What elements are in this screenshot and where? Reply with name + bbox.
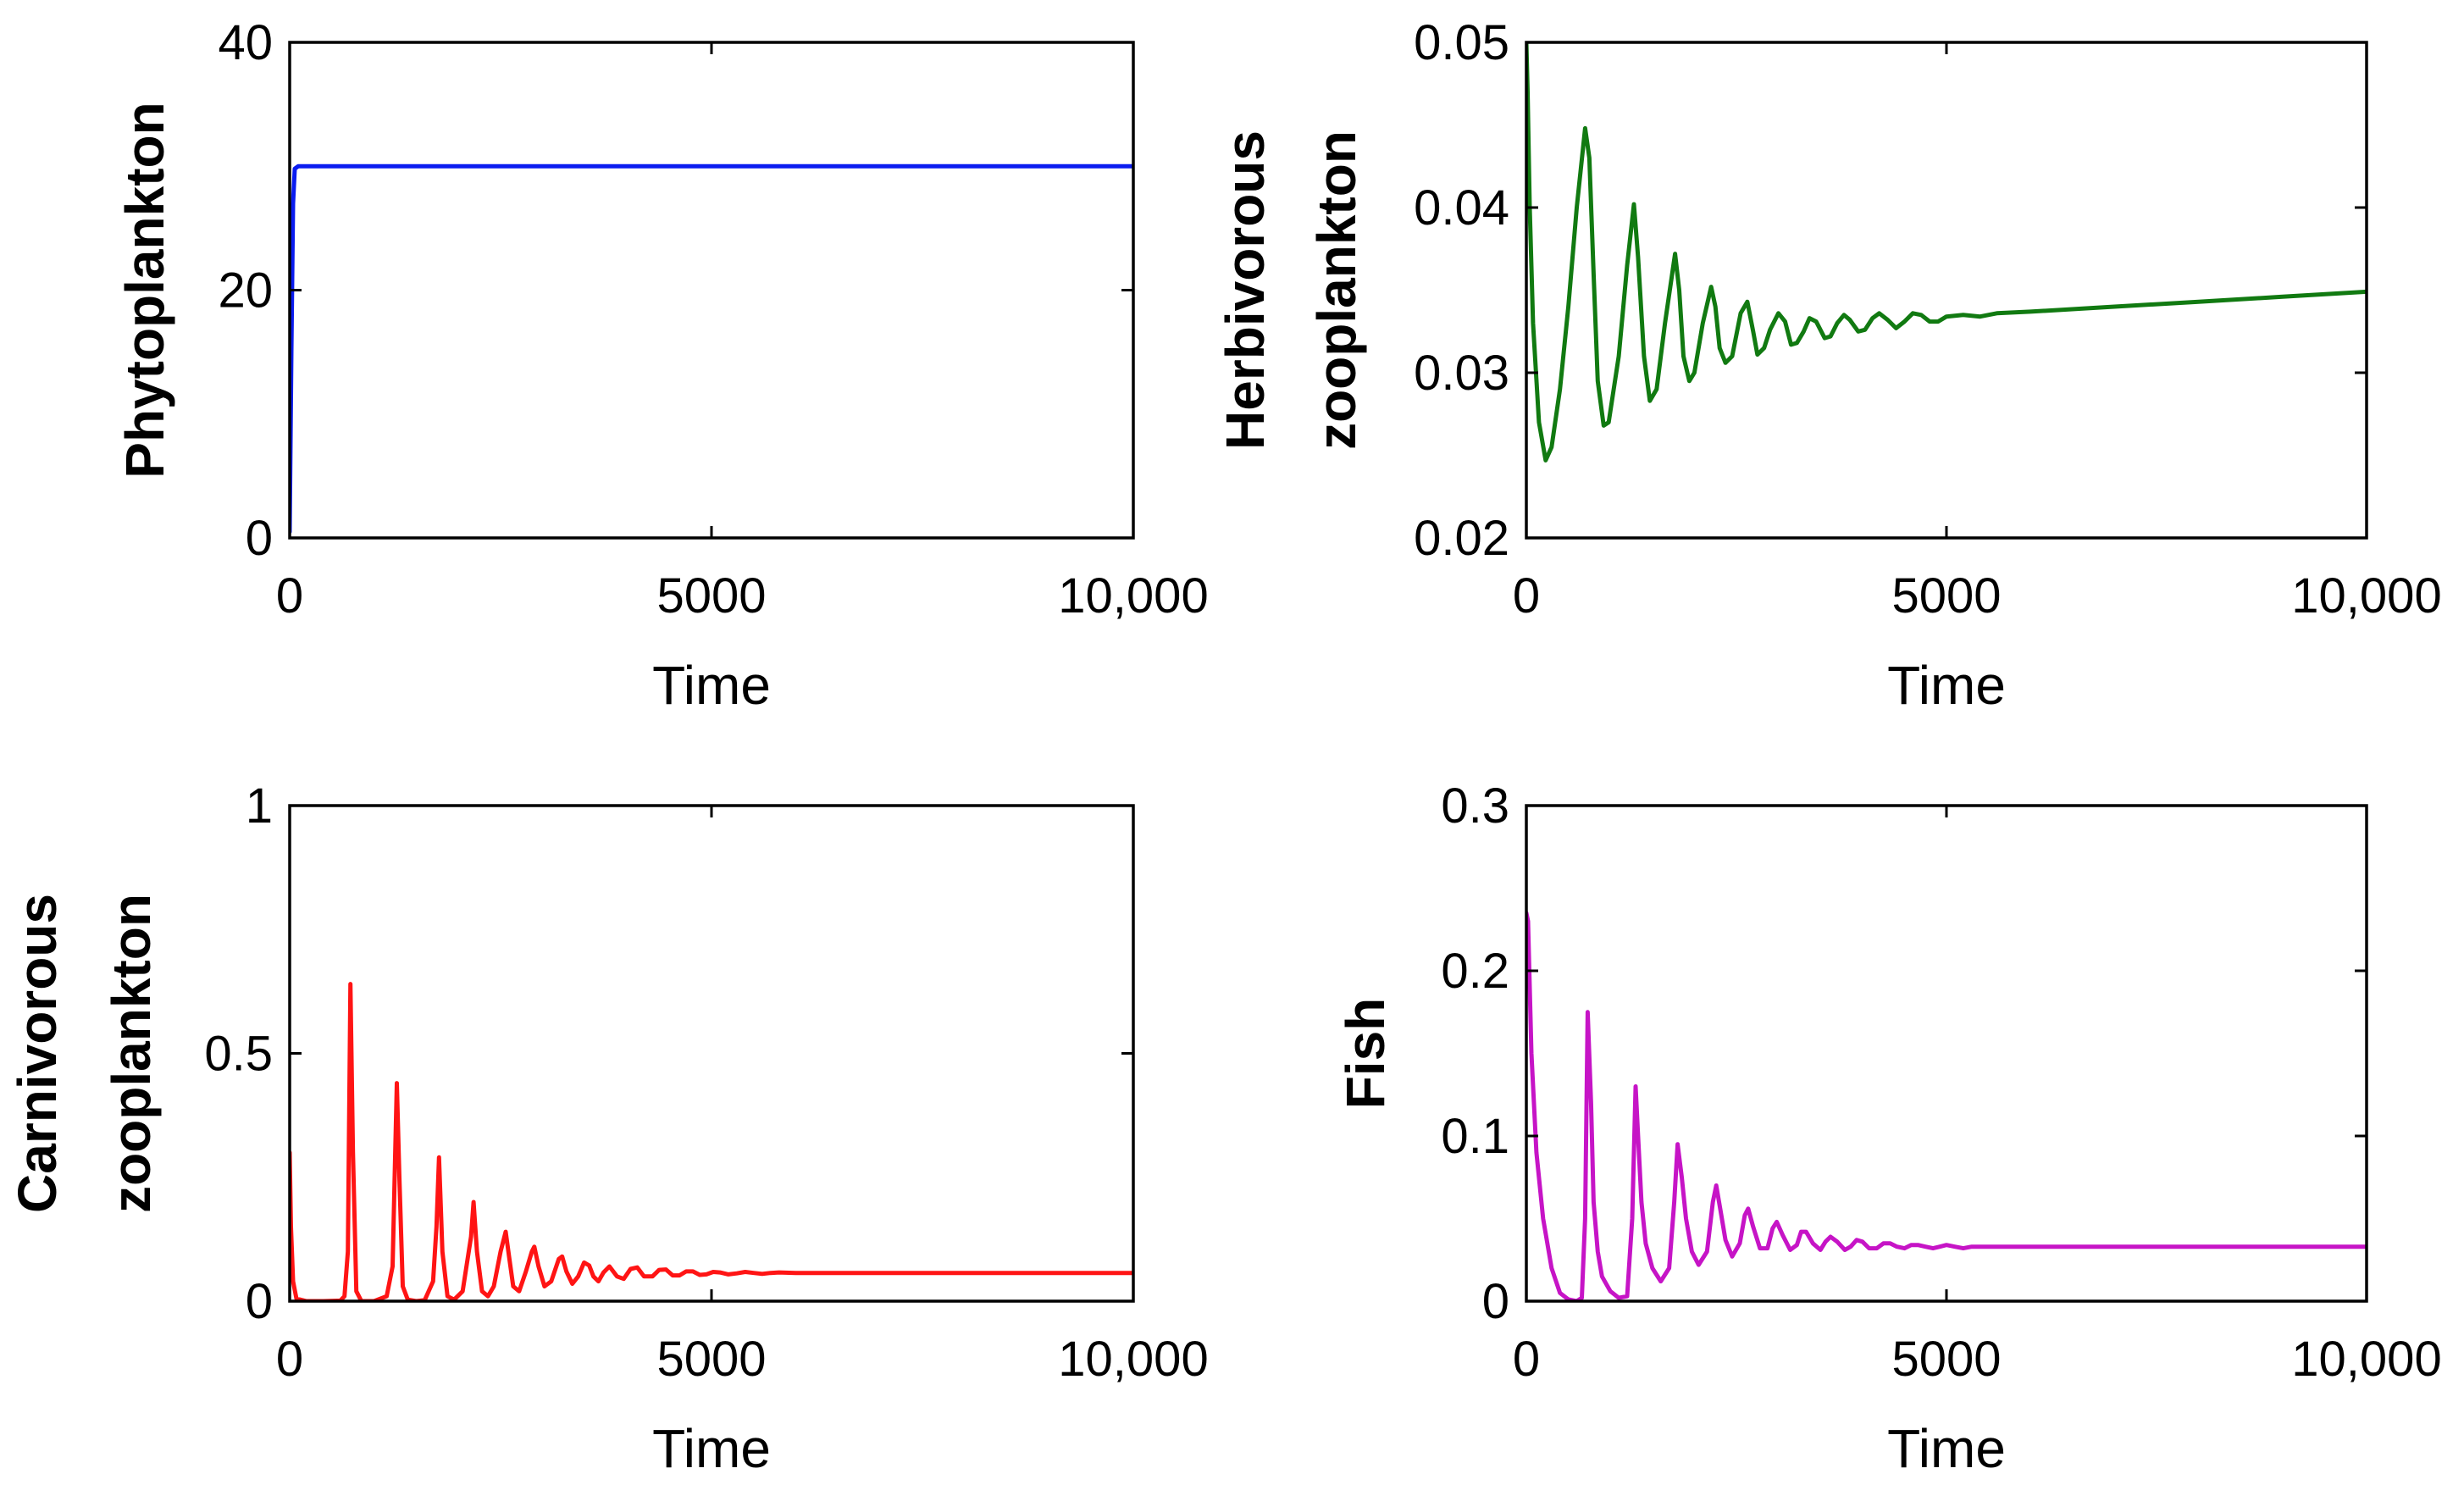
x-tick-label: 5000	[656, 1332, 766, 1387]
y-tick-label: 0.05	[1414, 15, 1509, 70]
y-tick-label: 0	[1482, 1274, 1509, 1329]
x-tick-label: 10,000	[2291, 1332, 2441, 1387]
plot-frame	[288, 41, 1135, 540]
series-line-1	[1526, 911, 2367, 1301]
y-axis-label: zooplankton	[1306, 130, 1367, 450]
x-tick-label: 5000	[1891, 568, 2001, 623]
y-axis-label: Carnivorous	[7, 894, 68, 1213]
x-tick-label: 0	[1513, 1332, 1540, 1387]
x-tick-label: 10,000	[1058, 568, 1208, 623]
y-axis-label: Herbivorous	[1215, 130, 1276, 450]
y-tick-label: 0.2	[1441, 944, 1509, 999]
y-tick-label: 0	[246, 511, 273, 566]
x-tick-label: 5000	[1891, 1332, 2001, 1387]
plot-frame	[288, 804, 1135, 1303]
y-tick-label: 40	[218, 15, 273, 70]
x-tick-label: 0	[1513, 568, 1540, 623]
x-tick-label: 10,000	[2291, 568, 2441, 623]
plot-frame	[1525, 804, 2368, 1303]
x-axis-label: Time	[1887, 655, 2006, 716]
series-line-1	[290, 982, 1133, 1301]
series-line-1	[1526, 42, 2367, 463]
x-axis-label: Time	[652, 1418, 771, 1479]
y-tick-label: 1	[246, 778, 273, 834]
y-tick-label: 0	[246, 1274, 273, 1329]
x-tick-label: 0	[276, 568, 303, 623]
chart-panel-2: 0 5000 10,000 0.02 0.03 0.04 0.05 Time Herbivoro…	[1215, 15, 2442, 716]
x-tick-label: 5000	[656, 568, 766, 623]
y-tick-label: 0.03	[1414, 346, 1509, 401]
y-tick-label: 0.1	[1441, 1109, 1509, 1164]
plot-frame	[1525, 41, 2368, 540]
x-axis-label: Time	[652, 655, 771, 716]
y-tick-label: 0.3	[1441, 778, 1509, 834]
y-axis-label: Phytoplankton	[114, 102, 175, 478]
y-tick-label: 0.02	[1414, 511, 1509, 566]
chart-panel-3: 0 5000 10,000 0 0.5 1 Time Carnivorous zooplankt…	[7, 778, 1209, 1479]
y-axis-label: zooplankton	[101, 894, 162, 1213]
chart-panel-4: 0 5000 10,000 0 0.1 0.2 0.3 Time Fish	[1335, 778, 2442, 1479]
x-tick-label: 0	[276, 1332, 303, 1387]
y-tick-label: 20	[218, 263, 273, 319]
x-axis-label: Time	[1887, 1418, 2006, 1479]
y-tick-label: 0.04	[1414, 180, 1509, 235]
series-line-1	[290, 163, 1133, 535]
y-tick-label: 0.5	[204, 1027, 273, 1082]
chart-panel-1: 0 5000 10,000 0 20 40 Time Phytoplankton	[114, 15, 1209, 716]
x-tick-label: 10,000	[1058, 1332, 1208, 1387]
y-axis-label: Fish	[1335, 998, 1396, 1110]
